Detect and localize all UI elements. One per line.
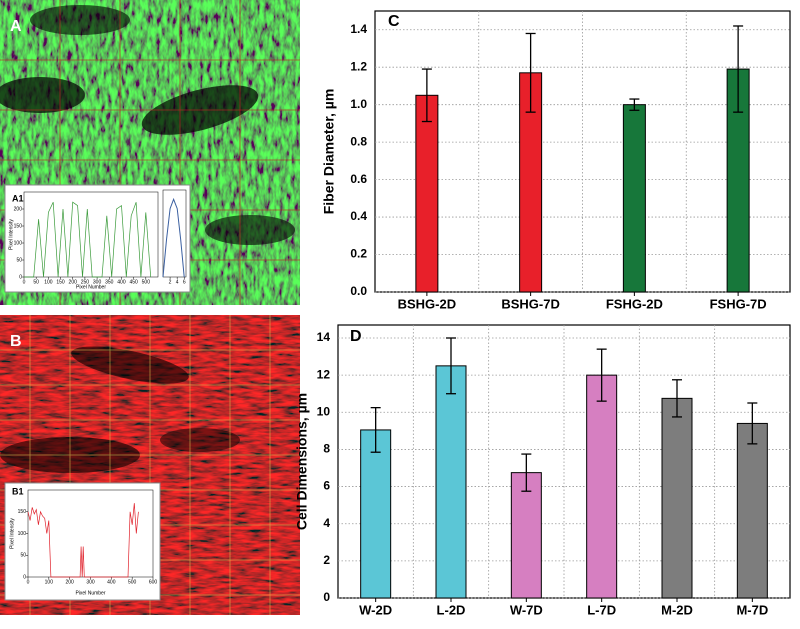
x-tick-label: 150 [56,279,65,285]
bar [622,104,646,293]
y-tick-label: 1.2 [350,59,367,73]
y-axis-label: Cell Dimensions, µm [294,393,310,530]
y-axis-label: Pixel Intensity [9,518,15,549]
x-tick-label: BSHG-7D [501,296,560,311]
y-tick-label: 1.4 [350,22,367,36]
x-tick-label: 400 [107,579,116,585]
x-tick-label: FSHG-7D [710,296,767,311]
y-tick-label: 150 [14,223,23,229]
y-tick-label: 4 [323,516,330,530]
y-tick-label: 8 [323,442,330,456]
x-tick-label: 50 [33,279,39,285]
x-tick-label: L-2D [437,602,466,617]
x-tick-label: 300 [86,579,95,585]
y-tick-label: 50 [20,553,26,559]
x-axis-label: Pixel Number [75,590,105,596]
y-tick-label: 14 [317,330,331,344]
x-tick-label: 100 [44,279,53,285]
x-tick-label: 0 [23,279,26,285]
x-tick-label: 400 [117,279,126,285]
y-tick-label: 0 [19,274,22,280]
x-axis-label: Pixel Number [76,284,106,290]
panel-label: C [388,13,400,30]
y-tick-label: 0.8 [350,134,367,148]
y-tick-label: 100 [14,240,23,246]
x-tick-label: 200 [65,579,74,585]
x-tick-label: 450 [129,279,138,285]
panel-label: D [350,328,362,345]
x-tick-label: 200 [69,279,78,285]
x-tick-label: 6 [183,279,186,285]
x-tick-label: 4 [176,279,179,285]
y-axis-label: Pixel Intensity [8,219,14,250]
bar [510,472,542,599]
x-tick-label: W-7D [510,602,543,617]
x-tick-label: 0 [27,579,30,585]
y-tick-label: 200 [14,206,23,212]
y-tick-label: 50 [16,257,22,263]
bar [415,94,439,293]
x-tick-label: L-7D [587,602,616,617]
y-tick-label: 0 [23,574,26,580]
x-tick-label: 300 [93,279,102,285]
x-tick-label: 500 [128,579,137,585]
y-tick-label: 100 [18,531,27,537]
x-tick-label: 500 [142,279,151,285]
x-tick-label: M-2D [661,602,693,617]
y-tick-label: 0.4 [350,209,367,223]
y-tick-label: 1.0 [350,97,367,111]
panel-label: B1 [12,486,24,496]
y-tick-label: 10 [317,404,331,418]
y-tick-label: 0 [323,590,330,604]
x-tick-label: FSHG-2D [606,296,663,311]
y-tick-label: 0.2 [350,247,367,261]
line [27,503,139,578]
y-tick-label: 150 [18,509,27,515]
x-tick-label: M-7D [736,602,768,617]
bar [661,397,693,599]
bar [736,422,768,599]
panel-label: B [10,333,22,350]
y-axis-label: Fiber Diameter, µm [321,89,337,215]
x-tick-label: 100 [45,579,54,585]
y-tick-label: 0.6 [350,172,367,186]
y-tick-label: 2 [323,553,330,567]
x-tick-label: 350 [105,279,114,285]
line [162,197,185,278]
y-tick-label: 6 [323,479,330,493]
panel-label: A [10,18,22,35]
x-tick-label: 600 [149,579,158,585]
plot-area [162,189,187,278]
x-tick-label: 2 [169,279,172,285]
y-tick-label: 12 [317,367,331,381]
bar [435,365,467,599]
x-tick-label: 250 [81,279,90,285]
y-tick-label: 0.0 [350,284,367,298]
panel-label: A1 [12,193,24,203]
line [24,201,152,278]
bar [360,429,392,599]
x-tick-label: BSHG-2D [398,296,457,311]
x-tick-label: W-2D [359,602,392,617]
plot-area [27,489,154,578]
bar [586,374,618,599]
